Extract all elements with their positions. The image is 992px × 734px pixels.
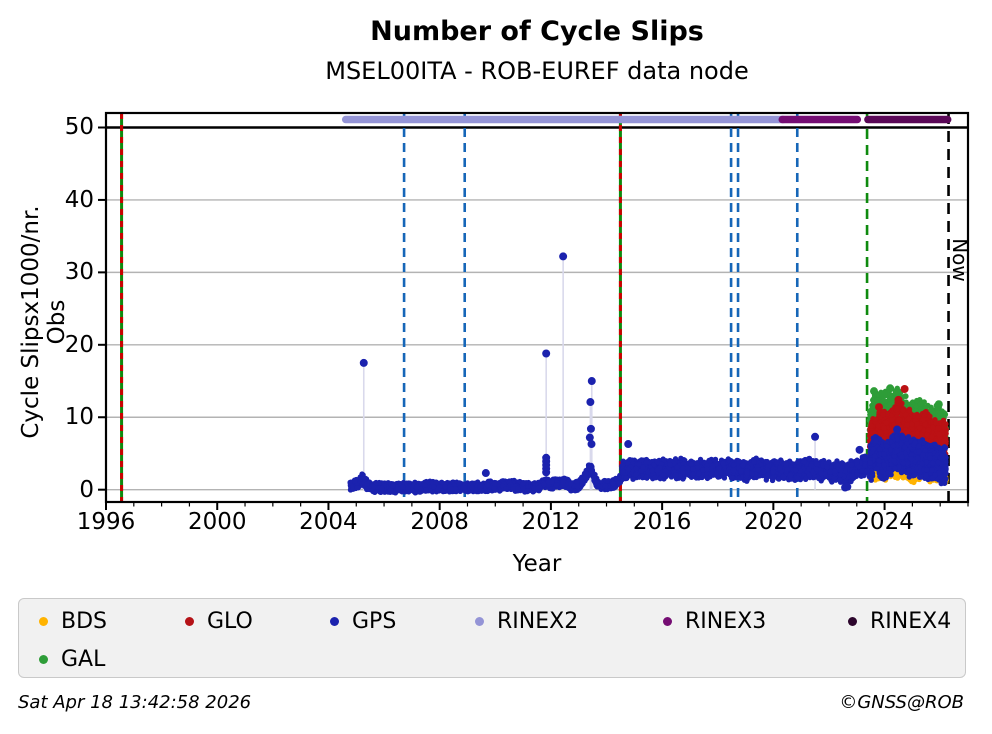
y-tick-label: 40 — [64, 186, 94, 213]
legend: BDS GLO GPS RINEX2 RINEX3 RINEX4 GAL — [18, 598, 966, 678]
legend-label: BDS — [61, 608, 107, 634]
copyright: ©GNSS@ROB — [839, 692, 964, 713]
legend-item-rinex4: RINEX4 — [848, 607, 951, 635]
bds-marker-icon — [39, 616, 48, 626]
x-tick-label: 2012 — [521, 509, 581, 535]
now-label: Now — [948, 238, 972, 282]
chart-subtitle: MSEL00ITA - ROB-EUREF data node — [325, 57, 749, 85]
rinex2-marker-icon — [475, 616, 484, 626]
glo-marker-icon — [185, 616, 194, 626]
legend-label: GPS — [352, 608, 397, 634]
x-tick-label: 2008 — [410, 509, 469, 535]
x-tick-label: 2004 — [299, 509, 358, 535]
legend-label: RINEX4 — [870, 608, 952, 634]
x-tick-label: 1996 — [76, 509, 136, 535]
x-tick-label: 2024 — [855, 509, 914, 535]
legend-item-bds: BDS — [39, 607, 107, 635]
legend-item-gps: GPS — [330, 607, 396, 635]
y-tick-label: 10 — [64, 404, 94, 431]
legend-label: GAL — [61, 646, 106, 672]
legend-item-gal: GAL — [39, 645, 105, 673]
legend-item-rinex3: RINEX3 — [663, 607, 766, 635]
legend-label: RINEX3 — [685, 608, 767, 634]
legend-label: GLO — [207, 608, 253, 634]
y-tick-label: 0 — [79, 476, 94, 503]
x-tick-label: 2000 — [187, 509, 247, 535]
y-tick-label: 50 — [64, 114, 94, 141]
y-tick-label: 30 — [64, 259, 94, 286]
gps-marker-icon — [330, 616, 339, 626]
gal-marker-icon — [39, 654, 48, 664]
y-tick-label: 20 — [64, 331, 94, 358]
legend-item-glo: GLO — [185, 607, 253, 635]
x-tick-label: 2020 — [744, 509, 803, 535]
legend-label: RINEX2 — [497, 608, 579, 634]
rinex4-marker-icon — [848, 616, 857, 626]
timestamp: Sat Apr 18 13:42:58 2026 — [18, 692, 252, 713]
x-axis-label: Year — [512, 551, 562, 577]
x-tick-label: 2016 — [632, 509, 692, 535]
legend-item-rinex2: RINEX2 — [475, 607, 578, 635]
chart-title: Number of Cycle Slips — [370, 16, 704, 47]
rinex3-marker-icon — [663, 616, 672, 626]
